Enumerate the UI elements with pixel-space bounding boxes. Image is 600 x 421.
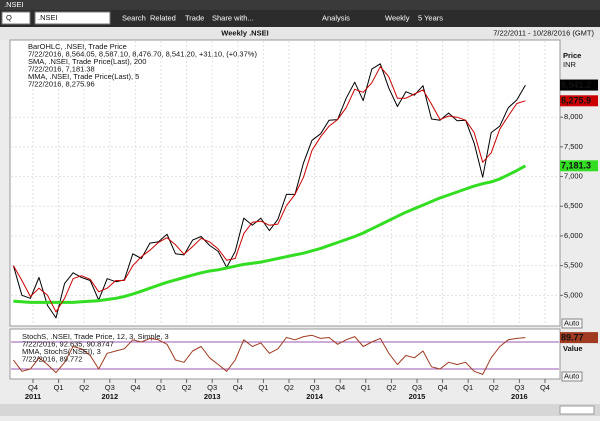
x-tick-label: Q4 <box>28 383 38 392</box>
y-tick-label: 6,500 <box>564 201 583 210</box>
series-line <box>12 66 526 313</box>
toolbar-button[interactable]: Weekly <box>385 13 410 22</box>
last-value-label: 7,181.3 <box>561 161 591 171</box>
scale-button[interactable]: Auto <box>564 318 579 327</box>
chart-date-range: 7/22/2011 - 10/28/2016 (GMT) <box>493 28 594 37</box>
x-tick-label: Q3 <box>412 383 422 392</box>
y-axis-unit: INR <box>563 60 577 69</box>
x-tick-label: Q3 <box>207 383 217 392</box>
last-value-box <box>560 160 598 172</box>
last-value-label: 89.77 <box>561 332 584 342</box>
toolbar-button[interactable]: Search <box>122 13 146 22</box>
legend-name: SMA, .NSEI, Trade Price(Last), 200 <box>28 57 146 66</box>
symbol-input[interactable] <box>34 11 111 25</box>
x-tick-label: Q2 <box>182 383 192 392</box>
y-axis-label: Value <box>563 344 583 353</box>
x-year-label: 2015 <box>409 392 426 401</box>
title-bar <box>0 0 600 10</box>
y-tick-label: 7,500 <box>564 142 583 151</box>
chart-header <box>0 27 600 40</box>
y-tick-label: 6,000 <box>564 231 583 240</box>
chart-title: Weekly .NSEI <box>221 28 268 37</box>
last-value-label: 8,275.9 <box>561 96 591 106</box>
y-tick-label: 5,000 <box>564 290 583 299</box>
x-year-label: 2011 <box>25 392 41 401</box>
status-bar <box>0 404 600 416</box>
toolbar-button[interactable]: Related <box>150 13 176 22</box>
x-tick-label: Q1 <box>258 383 268 392</box>
last-value-label: 8,541.2 <box>561 80 591 90</box>
x-tick-label: Q1 <box>54 383 64 392</box>
toolbar-button[interactable]: Share with... <box>212 13 254 22</box>
y-tick-label: 5,500 <box>564 261 583 270</box>
y-tick-label: 7,000 <box>564 172 583 181</box>
window-title: .NSEI <box>4 0 24 9</box>
stoch-plot <box>9 328 561 380</box>
series-line <box>13 164 527 304</box>
toolbar-button[interactable]: 5 Years <box>418 13 443 22</box>
y-axis-label: Price <box>563 51 581 60</box>
last-value-box <box>560 79 598 91</box>
symbol[interactable]: .NSEI <box>38 13 58 22</box>
toolbar-button[interactable]: Analysis <box>322 13 350 22</box>
legend-name: MMA, StochS(.NSEI), 3 <box>22 347 101 356</box>
x-tick-label: Q2 <box>79 383 89 392</box>
series-line <box>13 334 526 375</box>
x-tick-label: Q3 <box>310 383 320 392</box>
last-value-box <box>560 332 598 344</box>
x-tick-label: Q4 <box>130 383 140 392</box>
indicator-detail: 7/22/2016, 92.635, 90.8747 <box>22 339 114 348</box>
last-value-box <box>560 95 598 107</box>
x-tick-label: Q4 <box>540 383 550 392</box>
x-tick-label: Q1 <box>361 383 371 392</box>
x-year-label: 2013 <box>204 392 221 401</box>
indicator-name: StochS, .NSEI, Trade Price, 12, 3, Simpl… <box>22 332 169 341</box>
x-tick-label: Q3 <box>105 383 115 392</box>
legend-detail: 7/22/2016, 89.772 <box>22 354 82 363</box>
symbol-type-box[interactable] <box>1 11 31 25</box>
x-tick-label: Q3 <box>514 383 524 392</box>
x-tick-label: Q1 <box>463 383 473 392</box>
x-year-label: 2012 <box>101 392 118 401</box>
x-tick-label: Q2 <box>284 383 294 392</box>
x-tick-label: Q4 <box>438 383 448 392</box>
legend-detail: 7/22/2016, 7,181.38 <box>28 64 95 73</box>
legend-detail: 7/22/2016, 8,564.05, 8,587.10, 8,476.70,… <box>28 49 257 58</box>
toolbar <box>0 10 600 27</box>
status-box <box>559 405 595 415</box>
x-year-label: 2014 <box>306 392 324 401</box>
scale-button-box[interactable] <box>561 318 583 329</box>
scale-button-box[interactable] <box>561 371 583 382</box>
symbol-type[interactable]: Q <box>6 13 12 22</box>
x-tick-label: Q2 <box>489 383 499 392</box>
x-tick-label: Q4 <box>335 383 345 392</box>
legend-name: BarOHLC, .NSEI, Trade Price <box>28 42 127 51</box>
x-year-label: 2016 <box>511 392 528 401</box>
y-tick-label: 8,000 <box>564 112 583 121</box>
x-tick-label: Q1 <box>156 383 166 392</box>
legend-name: MMA, .NSEI, Trade Price(Last), 5 <box>28 72 139 81</box>
toolbar-button[interactable]: Trade <box>185 13 204 22</box>
legend-detail: 7/22/2016, 8,275.96 <box>28 79 95 88</box>
x-tick-label: Q2 <box>386 383 396 392</box>
x-tick-label: Q4 <box>233 383 243 392</box>
scale-button[interactable]: Auto <box>564 371 579 380</box>
